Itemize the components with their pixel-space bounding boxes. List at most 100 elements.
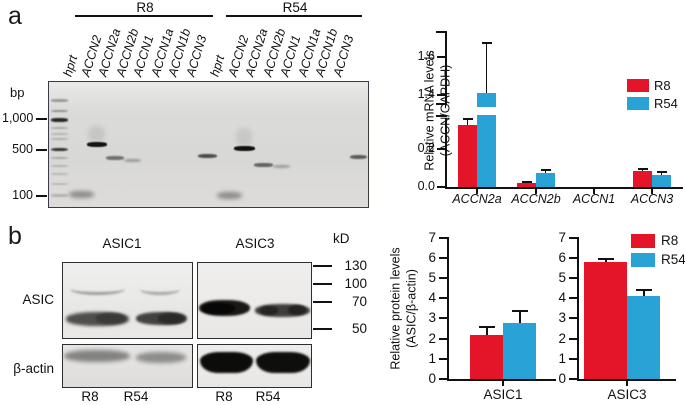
blot-band-asic1-r54-upper-arc [140, 284, 180, 295]
blot-band-asic1-r54-band-core [158, 313, 185, 324]
chart-a-y-axis-upper [445, 32, 447, 104]
chart-asic3-y-tick-label: 3 [558, 310, 566, 326]
errorbar-cap [462, 117, 473, 120]
ladder-band [51, 183, 68, 185]
blot-band-asic1-r8-band-core [96, 313, 126, 324]
lane-label-hprt-R8: hprt [60, 53, 81, 79]
gel-band-ACCN2-R54-smear [236, 128, 252, 146]
ladder-band [51, 118, 68, 122]
blot-band-asic3-r8-band-core [202, 303, 235, 314]
bar-R8-ASIC1 [470, 334, 503, 379]
bar-R8-ACCN2b [517, 183, 536, 187]
bar-R8-ACCN2a [458, 125, 477, 187]
row-label-asic: ASIC [22, 292, 54, 307]
ladder-band [51, 99, 68, 102]
errorbar-cap [478, 326, 495, 329]
chart-asic1-y-tick-label: 4 [428, 290, 436, 306]
bar-R54-ASIC3 [627, 296, 660, 379]
bar-R54-ACCN2a-lower [477, 115, 496, 187]
chart-asic1-x-tick [502, 381, 504, 386]
errorbar-cap [540, 168, 551, 171]
chart-asic1-y-tick-label: 1 [428, 350, 436, 366]
chart-a-x-axis [445, 187, 683, 189]
ladder-band [51, 194, 68, 197]
chart-asic3-y-tick-label: 4 [558, 290, 566, 306]
panel-b-label: b [8, 222, 22, 250]
kd-marker-label: 130 [344, 258, 367, 273]
legend-a-swatch-R54 [627, 97, 649, 110]
chart-asic3-y-tick [569, 297, 577, 300]
kd-axis-label: kD [333, 231, 350, 246]
bar-R8-ASIC3 [584, 261, 627, 379]
chart-a-y-tick [437, 93, 445, 96]
chart-asic3-y-tick-label: 5 [558, 270, 566, 285]
chart-asic3-category-label: ASIC3 [607, 387, 647, 402]
chart-asic1-y-tick [439, 357, 447, 360]
kd-marker-label: 100 [344, 276, 367, 291]
errorbar-line [466, 118, 469, 126]
chart-asic3-x-tick [626, 381, 628, 386]
blot-lane-label-2: R8 [215, 389, 233, 404]
bp-marker-label: 500 [12, 142, 33, 156]
chart-asic1-category-label: ASIC1 [483, 387, 523, 402]
chart-asic3-y-tick-label: 7 [558, 229, 566, 245]
kd-tick [313, 328, 332, 330]
legend-b-swatch-R8 [631, 234, 655, 248]
gel-band-ACCN3-R8 [198, 154, 217, 158]
blot-band-bactin1-r54-band [136, 352, 186, 363]
chart-a-x-tick [651, 189, 653, 194]
errorbar-line [642, 290, 645, 297]
blot-band-asic3-r54-band-core2 [288, 305, 306, 315]
chart-a-y-tick-label: 1.6 [417, 48, 435, 63]
ladder-band [51, 147, 68, 151]
ladder-band [51, 165, 68, 167]
chart-a-axis-break-cap [436, 103, 447, 105]
gel-band-ACCN2b-R8 [124, 159, 141, 162]
errorbar-line [660, 172, 663, 175]
errorbar-cap [635, 289, 652, 292]
chart-a-y-tick [437, 55, 445, 58]
chart-asic3-y-tick [569, 378, 577, 380]
chart-asic1-y-tick-label: 6 [428, 249, 436, 265]
chart-asic1-y-tick-label: 7 [428, 229, 436, 245]
errorbar-line [544, 169, 547, 174]
bp-marker-label: 100 [12, 188, 33, 202]
chart-asic3-y-tick [569, 236, 577, 239]
legend-b-label-R54: R54 [661, 252, 685, 267]
kd-marker-label: 70 [351, 294, 367, 309]
chart-asic3-y-tick-label: 0 [558, 371, 566, 386]
ladder-band [51, 157, 68, 159]
blot-band-bactin2-r54-band [256, 352, 310, 373]
errorbar-cap [656, 171, 667, 174]
chart-a-category-ACCN3: ACCN3 [630, 192, 674, 206]
gel-band-hprt-R8 [69, 191, 94, 198]
blot-band-asic3-r54-band-core [260, 306, 278, 315]
legend-b-label-R8: R8 [661, 233, 679, 248]
chart-a-y-tick-label: 0.2 [417, 141, 435, 155]
chart-a-y-tick-label: 1.4 [417, 86, 435, 101]
blot-asic1-asic [62, 262, 193, 339]
errorbar-line [604, 258, 607, 262]
gel-band-ACCN2b-R54 [273, 165, 290, 168]
chart-asic3-y-axis [577, 237, 579, 381]
lane-label-hprt-R54: hprt [207, 53, 228, 79]
chart-asic1-y-tick [439, 256, 447, 259]
chart-asic1-y-tick-label: 5 [428, 270, 436, 285]
chart-a-category-ACCN1: ACCN1 [572, 192, 616, 206]
chart-a-category-ACCN2b: ACCN2b [511, 192, 561, 206]
blot-lane-label-0: R8 [81, 389, 99, 404]
chart-b-ylabel-line1: Relative protein levels [388, 247, 403, 370]
chart-asic3-y-tick [569, 277, 577, 279]
chart-asic1-y-tick [439, 378, 447, 380]
chart-a-y-tick-label: 0.0 [417, 179, 435, 193]
legend-a-label-R54: R54 [654, 96, 678, 111]
errorbar-line [641, 168, 644, 172]
errorbar-line [485, 43, 488, 93]
errorbar-line [485, 327, 488, 335]
bar-R54-ACCN2a-upper [477, 92, 496, 107]
chart-a-x-tick [593, 189, 595, 194]
bp-tick [36, 118, 47, 120]
legend-a-label-R8: R8 [654, 78, 671, 93]
chart-asic1-y-tick [439, 317, 447, 320]
